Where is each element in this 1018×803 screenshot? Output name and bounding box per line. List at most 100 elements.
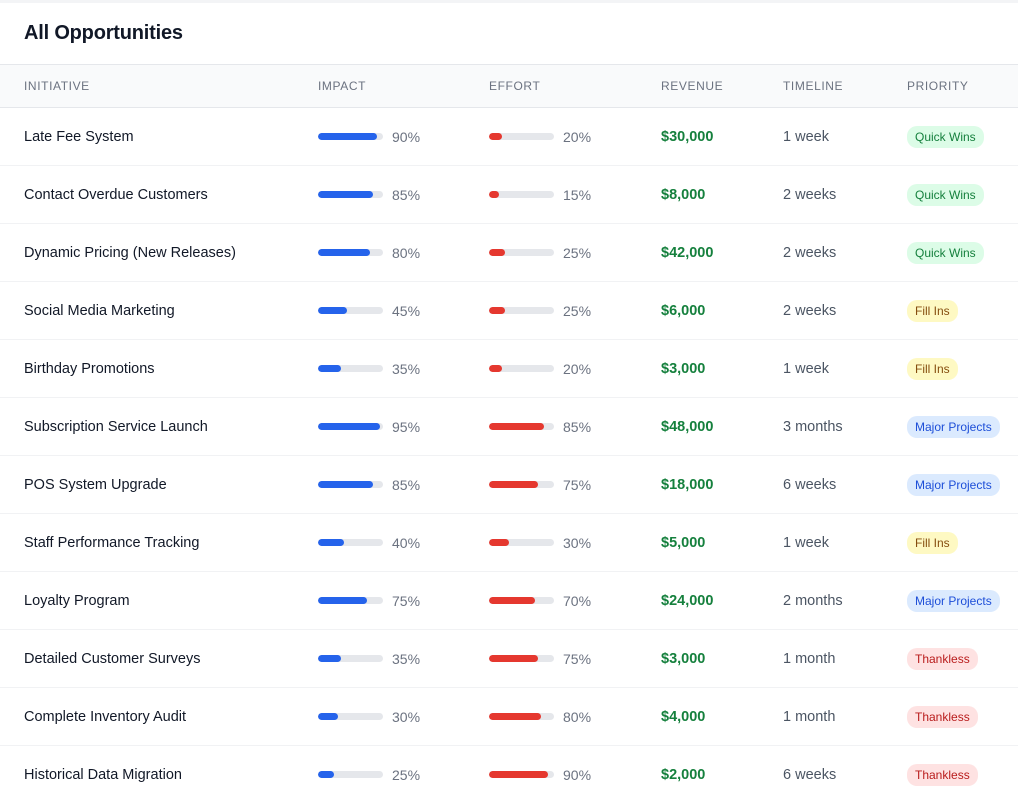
revenue-value: $5,000	[661, 534, 706, 551]
priority-badge: Quick Wins	[907, 183, 984, 206]
impact-cell: 35%	[318, 340, 420, 397]
effort-percent: 85%	[563, 418, 592, 435]
impact-cell: 45%	[318, 282, 420, 339]
initiative-name: Social Media Marketing	[24, 302, 175, 319]
effort-bar-fill	[489, 771, 548, 778]
table-row[interactable]: Social Media Marketing 45% 25% $6,000 2 week…	[0, 282, 1018, 340]
table-row[interactable]: Historical Data Migration 25% 90% $2,000 6 w…	[0, 746, 1018, 803]
impact-bar	[318, 655, 383, 662]
priority-badge: Thankless	[907, 647, 978, 670]
impact-cell: 75%	[318, 572, 420, 629]
impact-bar-fill	[318, 191, 374, 198]
column-header-priority[interactable]: PRIORITY	[907, 79, 969, 93]
effort-bar-fill	[489, 191, 499, 198]
effort-percent: 30%	[563, 534, 592, 551]
impact-bar	[318, 307, 383, 314]
effort-bar	[489, 365, 554, 372]
initiative-name: Complete Inventory Audit	[24, 708, 187, 725]
table-row[interactable]: POS System Upgrade 85% 75% $18,000 6 weeks Ma…	[0, 456, 1018, 514]
priority-badge: Quick Wins	[907, 125, 984, 148]
column-header-impact[interactable]: IMPACT	[318, 79, 367, 93]
impact-cell: 90%	[318, 108, 420, 165]
impact-cell: 85%	[318, 166, 420, 223]
timeline-value: 2 weeks	[783, 302, 837, 319]
impact-cell: 30%	[318, 688, 420, 745]
column-header-timeline[interactable]: TIMELINE	[783, 79, 844, 93]
table-row[interactable]: Dynamic Pricing (New Releases) 80% 25% $42,…	[0, 224, 1018, 282]
table-row[interactable]: Detailed Customer Surveys 35% 75% $3,000 1 m…	[0, 630, 1018, 688]
effort-bar	[489, 655, 554, 662]
effort-percent: 75%	[563, 650, 592, 667]
initiative-name: Loyalty Program	[24, 592, 130, 609]
revenue-value: $18,000	[661, 476, 714, 493]
timeline-value: 2 months	[783, 592, 843, 609]
effort-bar	[489, 771, 554, 778]
priority-cell: Quick Wins	[907, 108, 984, 165]
initiative-name: Birthday Promotions	[24, 360, 155, 377]
priority-cell: Thankless	[907, 630, 978, 687]
effort-cell: 75%	[489, 456, 591, 513]
effort-bar	[489, 597, 554, 604]
column-header-initiative[interactable]: INITIATIVE	[24, 79, 90, 93]
effort-bar	[489, 191, 554, 198]
impact-bar	[318, 539, 383, 546]
priority-badge: Major Projects	[907, 415, 1000, 438]
effort-cell: 80%	[489, 688, 591, 745]
priority-cell: Quick Wins	[907, 224, 984, 281]
top-divider	[0, 0, 1018, 3]
table-row[interactable]: Loyalty Program 75% 70% $24,000 2 months Majo…	[0, 572, 1018, 630]
effort-percent: 70%	[563, 592, 592, 609]
effort-percent: 25%	[563, 244, 592, 261]
impact-bar	[318, 249, 383, 256]
impact-percent: 35%	[392, 360, 421, 377]
initiative-name: Late Fee System	[24, 128, 134, 145]
table-row[interactable]: Subscription Service Launch 95% 85% $48,000…	[0, 398, 1018, 456]
priority-badge: Thankless	[907, 705, 978, 728]
priority-badge: Major Projects	[907, 589, 1000, 612]
table-row[interactable]: Contact Overdue Customers 85% 15% $8,000 2 w…	[0, 166, 1018, 224]
column-header-effort[interactable]: EFFORT	[489, 79, 541, 93]
priority-cell: Fill Ins	[907, 282, 958, 339]
impact-bar	[318, 133, 383, 140]
impact-bar	[318, 365, 383, 372]
initiative-name: Contact Overdue Customers	[24, 186, 208, 203]
table-row[interactable]: Late Fee System 90% 20% $30,000 1 week Quick …	[0, 108, 1018, 166]
initiative-name: Dynamic Pricing (New Releases)	[24, 244, 236, 261]
effort-bar	[489, 481, 554, 488]
effort-cell: 75%	[489, 630, 591, 687]
impact-bar-fill	[318, 481, 374, 488]
table-row[interactable]: Complete Inventory Audit 30% 80% $4,000 1 mo…	[0, 688, 1018, 746]
timeline-value: 1 month	[783, 650, 836, 667]
initiative-name: Subscription Service Launch	[24, 418, 208, 435]
column-header-revenue[interactable]: REVENUE	[661, 79, 724, 93]
impact-cell: 40%	[318, 514, 420, 571]
priority-badge: Fill Ins	[907, 357, 958, 380]
priority-badge: Major Projects	[907, 473, 1000, 496]
impact-percent: 85%	[392, 476, 421, 493]
impact-bar	[318, 771, 383, 778]
table-header: INITIATIVE IMPACT EFFORT REVENUE TIMELIN…	[0, 64, 1018, 108]
table-row[interactable]: Staff Performance Tracking 40% 30% $5,000 1 …	[0, 514, 1018, 572]
initiative-name: Detailed Customer Surveys	[24, 650, 201, 667]
impact-bar-fill	[318, 365, 341, 372]
effort-percent: 20%	[563, 128, 592, 145]
revenue-value: $8,000	[661, 186, 706, 203]
impact-bar-fill	[318, 771, 335, 778]
effort-bar-fill	[489, 307, 506, 314]
impact-bar	[318, 597, 383, 604]
effort-bar-fill	[489, 365, 502, 372]
priority-cell: Fill Ins	[907, 514, 958, 571]
effort-bar-fill	[489, 249, 506, 256]
priority-cell: Quick Wins	[907, 166, 984, 223]
impact-percent: 35%	[392, 650, 421, 667]
timeline-value: 6 weeks	[783, 476, 837, 493]
table-row[interactable]: Birthday Promotions 35% 20% $3,000 1 week Fil…	[0, 340, 1018, 398]
priority-cell: Thankless	[907, 688, 978, 745]
effort-bar-fill	[489, 597, 535, 604]
effort-bar-fill	[489, 423, 545, 430]
timeline-value: 1 month	[783, 708, 836, 725]
impact-bar-fill	[318, 423, 380, 430]
effort-cell: 25%	[489, 224, 591, 281]
effort-bar	[489, 133, 554, 140]
